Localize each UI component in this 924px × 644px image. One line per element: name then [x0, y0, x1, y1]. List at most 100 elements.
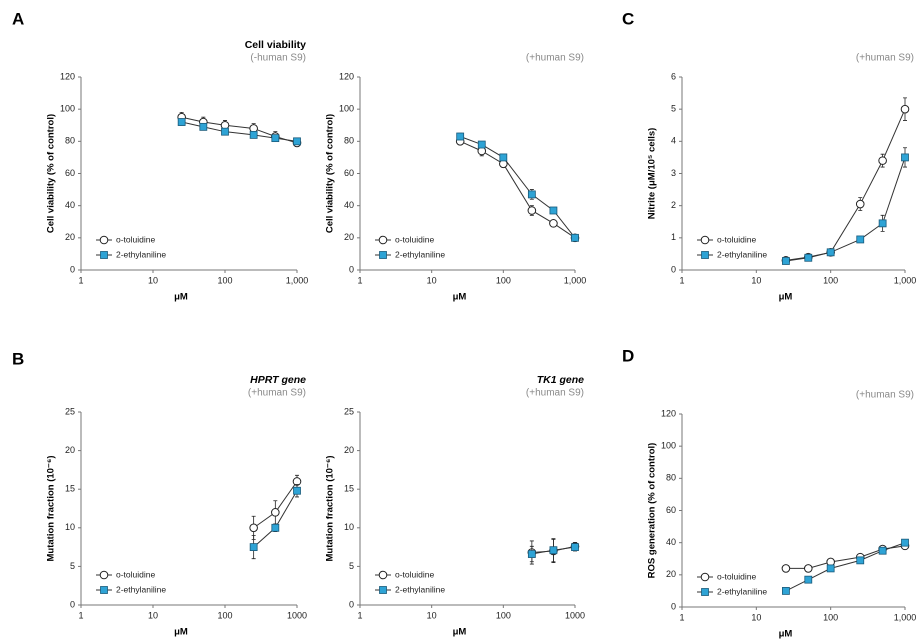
marker: [271, 508, 280, 517]
x-tick-label: 100: [217, 610, 232, 620]
y-tick-label: 5: [349, 561, 354, 571]
chart-subtitle: (+human S9): [248, 388, 306, 399]
chart-subtitle: (+human S9): [526, 388, 584, 399]
marker: [804, 253, 813, 262]
y-tick-label: 15: [65, 484, 75, 494]
chart-subtitle: (-human S9): [250, 53, 306, 64]
legend-label: 2-ethylaniline: [395, 249, 445, 259]
y-tick-label: 100: [339, 104, 354, 114]
y-tick-label: 100: [661, 441, 676, 451]
x-tick-label: 100: [496, 275, 511, 285]
y-tick-label: 0: [349, 264, 354, 274]
x-tick-label: 10: [148, 275, 158, 285]
y-tick-label: 0: [671, 264, 676, 274]
marker: [878, 156, 887, 165]
series-line: [785, 542, 906, 592]
y-tick-label: 120: [60, 71, 75, 81]
x-tick-label: 1: [679, 612, 684, 622]
marker: [99, 235, 109, 245]
x-axis-label: μM: [453, 627, 467, 638]
y-tick-label: 40: [344, 200, 354, 210]
marker: [379, 251, 387, 259]
panel-label: B: [12, 349, 24, 368]
marker: [782, 587, 790, 595]
y-tick-label: 80: [65, 136, 75, 146]
marker: [379, 586, 387, 594]
x-tick-label: 100: [217, 275, 232, 285]
marker: [100, 586, 108, 594]
y-tick-label: 20: [65, 232, 75, 242]
y-tick-label: 120: [661, 408, 676, 418]
marker: [878, 546, 887, 555]
y-axis-label: Cell viability (% of control): [325, 114, 336, 233]
y-tick-label: 0: [671, 601, 676, 611]
series-line: [785, 108, 906, 261]
panel-label: C: [622, 9, 634, 28]
y-tick-label: 5: [671, 104, 676, 114]
legend-label: 2-ethylaniline: [395, 584, 445, 594]
x-axis-label: μM: [453, 292, 467, 303]
y-tick-label: 10: [65, 522, 75, 532]
y-tick-label: 3: [671, 168, 676, 178]
x-tick-label: 10: [148, 610, 158, 620]
x-tick-label: 1,000: [286, 275, 309, 285]
x-tick-label: 10: [427, 275, 437, 285]
y-tick-label: 0: [349, 599, 354, 609]
series-line: [785, 157, 906, 262]
marker: [700, 572, 710, 582]
x-tick-label: 1000: [287, 610, 307, 620]
marker: [900, 104, 910, 114]
y-tick-label: 80: [666, 473, 676, 483]
marker: [549, 546, 558, 555]
panel-label: A: [12, 9, 24, 28]
legend-label: o-toluidine: [717, 234, 756, 244]
legend-label: 2-ethylaniline: [717, 586, 767, 596]
y-tick-label: 40: [65, 200, 75, 210]
marker: [249, 523, 258, 533]
marker: [221, 127, 229, 136]
x-tick-label: 1000: [565, 610, 585, 620]
x-tick-label: 100: [823, 275, 838, 285]
x-axis-label: μM: [174, 627, 188, 638]
marker: [901, 538, 909, 547]
x-tick-label: 1: [357, 610, 362, 620]
marker: [199, 122, 208, 131]
y-tick-label: 20: [666, 569, 676, 579]
legend-label: o-toluidine: [395, 569, 434, 579]
legend-label: o-toluidine: [116, 569, 155, 579]
marker: [292, 477, 302, 486]
y-tick-label: 60: [344, 168, 354, 178]
legend-label: 2-ethylaniline: [116, 584, 166, 594]
y-tick-label: 6: [671, 71, 676, 81]
y-axis-label: Cell viability (% of control): [46, 114, 57, 233]
marker: [271, 134, 280, 143]
chart-subtitle: (+human S9): [856, 390, 914, 401]
marker: [782, 257, 790, 265]
marker: [100, 251, 108, 259]
y-tick-label: 20: [344, 232, 354, 242]
y-axis-label: Mutation fraction (10⁻⁶): [46, 456, 57, 562]
x-tick-label: 100: [823, 612, 838, 622]
marker: [271, 523, 280, 532]
marker: [456, 132, 465, 141]
marker: [527, 550, 536, 558]
marker: [826, 564, 835, 573]
x-tick-label: 1: [78, 275, 83, 285]
x-tick-label: 10: [751, 612, 761, 622]
x-tick-label: 100: [496, 610, 511, 620]
x-tick-label: 1,000: [894, 612, 917, 622]
legend-label: o-toluidine: [395, 234, 434, 244]
marker: [856, 235, 865, 244]
marker: [293, 486, 301, 495]
y-tick-label: 40: [666, 537, 676, 547]
marker: [855, 199, 865, 209]
y-tick-label: 0: [70, 599, 75, 609]
y-tick-label: 2: [671, 200, 676, 210]
x-axis-label: μM: [779, 292, 793, 303]
x-tick-label: 10: [751, 275, 761, 285]
panel-label: D: [622, 346, 634, 365]
x-axis-label: μM: [779, 629, 793, 640]
marker: [249, 130, 258, 139]
y-tick-label: 25: [65, 406, 75, 416]
legend-label: 2-ethylaniline: [717, 249, 767, 259]
